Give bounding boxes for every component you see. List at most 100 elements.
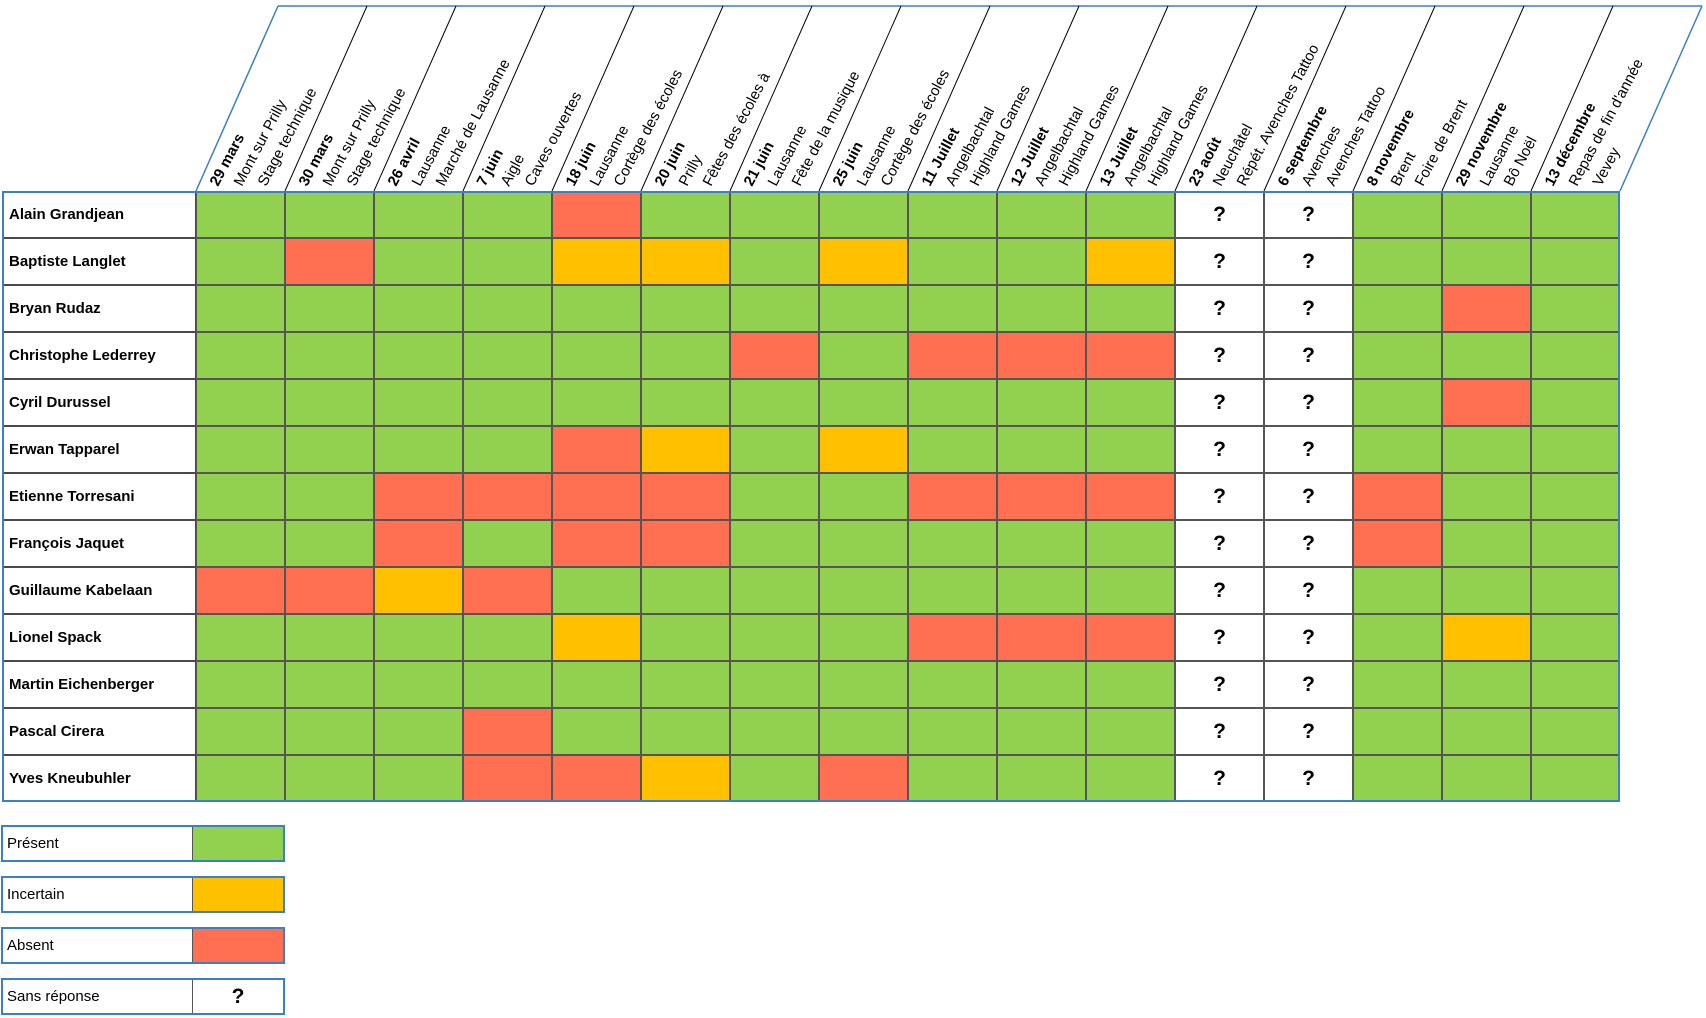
attendance-cell[interactable]	[1086, 520, 1175, 567]
attendance-cell[interactable]	[1353, 755, 1442, 802]
attendance-cell[interactable]	[997, 379, 1086, 426]
attendance-cell[interactable]: ?	[1264, 520, 1353, 567]
attendance-cell[interactable]	[1086, 191, 1175, 238]
attendance-cell[interactable]	[908, 426, 997, 473]
attendance-cell[interactable]	[641, 426, 730, 473]
attendance-cell[interactable]	[1086, 567, 1175, 614]
attendance-cell[interactable]	[196, 473, 285, 520]
attendance-cell[interactable]	[997, 238, 1086, 285]
attendance-cell[interactable]	[285, 285, 374, 332]
attendance-cell[interactable]: ?	[1264, 614, 1353, 661]
attendance-cell[interactable]	[908, 285, 997, 332]
attendance-cell[interactable]	[730, 379, 819, 426]
attendance-cell[interactable]	[730, 520, 819, 567]
attendance-cell[interactable]	[1531, 520, 1620, 567]
attendance-cell[interactable]	[997, 332, 1086, 379]
attendance-cell[interactable]	[196, 191, 285, 238]
attendance-cell[interactable]	[997, 191, 1086, 238]
attendance-cell[interactable]	[463, 238, 552, 285]
attendance-cell[interactable]	[641, 285, 730, 332]
attendance-cell[interactable]	[285, 379, 374, 426]
attendance-cell[interactable]	[552, 379, 641, 426]
attendance-cell[interactable]	[730, 238, 819, 285]
attendance-cell[interactable]	[196, 755, 285, 802]
attendance-cell[interactable]	[285, 473, 374, 520]
attendance-cell[interactable]	[641, 520, 730, 567]
attendance-cell[interactable]	[730, 332, 819, 379]
attendance-cell[interactable]	[463, 473, 552, 520]
attendance-cell[interactable]	[1442, 661, 1531, 708]
attendance-cell[interactable]: ?	[1264, 379, 1353, 426]
attendance-cell[interactable]	[463, 379, 552, 426]
attendance-cell[interactable]	[552, 567, 641, 614]
attendance-cell[interactable]	[374, 520, 463, 567]
attendance-cell[interactable]	[1442, 238, 1531, 285]
attendance-cell[interactable]	[463, 755, 552, 802]
attendance-cell[interactable]	[997, 520, 1086, 567]
attendance-cell[interactable]	[285, 332, 374, 379]
attendance-cell[interactable]	[552, 285, 641, 332]
attendance-cell[interactable]	[1531, 614, 1620, 661]
attendance-cell[interactable]	[374, 238, 463, 285]
attendance-cell[interactable]	[374, 567, 463, 614]
attendance-cell[interactable]	[908, 708, 997, 755]
attendance-cell[interactable]	[1353, 661, 1442, 708]
attendance-cell[interactable]	[819, 755, 908, 802]
attendance-cell[interactable]	[552, 332, 641, 379]
attendance-cell[interactable]: ?	[1264, 238, 1353, 285]
attendance-cell[interactable]	[285, 661, 374, 708]
attendance-cell[interactable]	[552, 708, 641, 755]
attendance-cell[interactable]	[1442, 755, 1531, 802]
attendance-cell[interactable]: ?	[1264, 191, 1353, 238]
attendance-cell[interactable]	[374, 708, 463, 755]
attendance-cell[interactable]	[1353, 238, 1442, 285]
attendance-cell[interactable]	[552, 191, 641, 238]
attendance-cell[interactable]	[908, 614, 997, 661]
attendance-cell[interactable]: ?	[1175, 379, 1264, 426]
attendance-cell[interactable]: ?	[1175, 708, 1264, 755]
attendance-cell[interactable]	[997, 426, 1086, 473]
attendance-cell[interactable]	[1086, 614, 1175, 661]
attendance-cell[interactable]	[1531, 708, 1620, 755]
attendance-cell[interactable]	[908, 755, 997, 802]
attendance-cell[interactable]	[1442, 520, 1531, 567]
attendance-cell[interactable]	[819, 191, 908, 238]
attendance-cell[interactable]	[1353, 379, 1442, 426]
attendance-cell[interactable]: ?	[1175, 332, 1264, 379]
attendance-cell[interactable]	[374, 379, 463, 426]
attendance-cell[interactable]	[1442, 708, 1531, 755]
attendance-cell[interactable]	[196, 426, 285, 473]
attendance-cell[interactable]: ?	[1175, 614, 1264, 661]
attendance-cell[interactable]: ?	[1264, 426, 1353, 473]
attendance-cell[interactable]	[908, 567, 997, 614]
attendance-cell[interactable]	[463, 520, 552, 567]
attendance-cell[interactable]	[196, 708, 285, 755]
attendance-cell[interactable]	[819, 661, 908, 708]
attendance-cell[interactable]: ?	[1175, 238, 1264, 285]
attendance-cell[interactable]	[908, 238, 997, 285]
attendance-cell[interactable]	[819, 520, 908, 567]
attendance-cell[interactable]	[1353, 191, 1442, 238]
attendance-cell[interactable]	[819, 614, 908, 661]
attendance-cell[interactable]	[463, 191, 552, 238]
attendance-cell[interactable]	[285, 426, 374, 473]
attendance-cell[interactable]: ?	[1175, 520, 1264, 567]
attendance-cell[interactable]	[997, 567, 1086, 614]
attendance-cell[interactable]	[641, 708, 730, 755]
attendance-cell[interactable]	[1531, 238, 1620, 285]
attendance-cell[interactable]: ?	[1175, 426, 1264, 473]
attendance-cell[interactable]	[463, 426, 552, 473]
attendance-cell[interactable]	[374, 426, 463, 473]
attendance-cell[interactable]	[641, 332, 730, 379]
attendance-cell[interactable]: ?	[1264, 755, 1353, 802]
attendance-cell[interactable]	[196, 614, 285, 661]
attendance-cell[interactable]	[374, 332, 463, 379]
attendance-cell[interactable]	[374, 473, 463, 520]
attendance-cell[interactable]	[730, 708, 819, 755]
attendance-cell[interactable]	[196, 285, 285, 332]
attendance-cell[interactable]	[552, 755, 641, 802]
attendance-cell[interactable]	[552, 426, 641, 473]
attendance-cell[interactable]	[997, 473, 1086, 520]
attendance-cell[interactable]	[1442, 285, 1531, 332]
attendance-cell[interactable]	[641, 473, 730, 520]
